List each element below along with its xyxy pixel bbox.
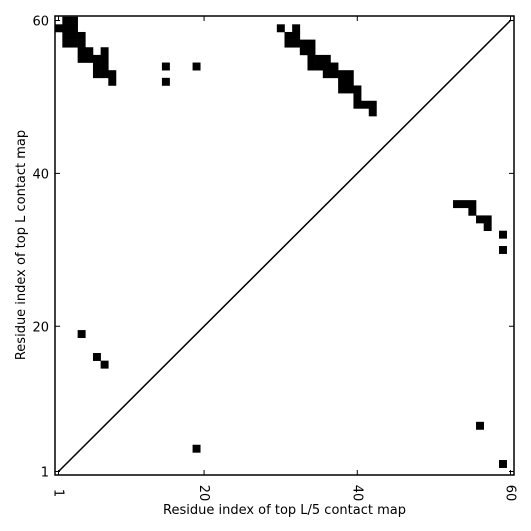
contact-cell	[77, 330, 86, 339]
contact-cell	[69, 24, 78, 33]
contact-cell	[307, 47, 316, 56]
contact-cell	[276, 24, 285, 33]
contact-cell	[468, 200, 477, 209]
contact-cell	[460, 200, 469, 209]
contact-cell	[100, 47, 109, 56]
contact-cell	[92, 70, 101, 79]
contact-cell	[292, 24, 301, 33]
contact-cell	[299, 47, 308, 56]
diagonal-line	[57, 19, 512, 473]
contact-cell	[92, 353, 101, 361]
contact-cell	[483, 215, 492, 224]
contact-cell	[307, 39, 316, 48]
contact-cell	[330, 70, 339, 79]
contact-cell	[315, 62, 324, 71]
contact-cell	[100, 62, 109, 71]
contact-cell	[62, 24, 71, 33]
contact-cell	[192, 62, 201, 71]
y-tick-label: 40	[32, 167, 49, 182]
contact-cell	[453, 200, 461, 209]
y-tick-label: 60	[32, 15, 49, 30]
contact-cell	[284, 39, 293, 48]
contact-cell	[62, 39, 71, 48]
x-tick-label: 20	[196, 485, 211, 502]
contact-cell	[192, 444, 201, 453]
x-tick-label: 40	[349, 485, 364, 502]
contact-cell	[69, 16, 78, 25]
contact-cell	[100, 360, 109, 369]
contact-cell	[77, 39, 86, 48]
x-axis-label: Residue index of top L/5 contact map	[163, 503, 406, 518]
contact-cell	[476, 421, 484, 430]
contact-cell	[322, 54, 331, 63]
contact-cell	[292, 31, 301, 40]
contact-cell	[284, 31, 293, 40]
y-tick-label: 1	[41, 466, 49, 481]
contact-cells	[54, 16, 507, 468]
y-axis-label: Residue index of top L contact map	[14, 130, 29, 360]
contact-cell	[161, 62, 170, 71]
contact-cell	[92, 62, 101, 71]
contact-cell	[85, 54, 94, 63]
contact-cell	[77, 54, 86, 63]
tick-labels: 1 20 40 60 1 20 40 60	[32, 15, 517, 502]
contact-cell	[338, 70, 347, 79]
plot-frame	[54, 15, 515, 476]
x-tick-label: 60	[503, 485, 518, 502]
contact-cell	[353, 100, 362, 109]
contact-cell	[330, 62, 339, 71]
contact-cell	[345, 70, 354, 79]
contact-cell	[100, 70, 109, 79]
contact-cell	[77, 47, 86, 56]
contact-cell	[85, 47, 94, 56]
contact-cell	[161, 77, 170, 86]
contact-cell	[353, 93, 362, 102]
contact-cell	[483, 223, 492, 232]
contact-cell	[299, 39, 308, 48]
contact-cell	[368, 108, 377, 117]
contact-cell	[476, 215, 484, 224]
contact-cell	[345, 77, 354, 86]
contact-cell	[322, 62, 331, 71]
contact-cell	[54, 24, 63, 33]
contact-cell	[69, 39, 78, 48]
contact-cell	[368, 100, 377, 109]
contact-cell	[307, 54, 316, 63]
x-tick-label: 1	[51, 489, 66, 497]
contact-cell	[292, 39, 301, 48]
contact-cell	[499, 460, 507, 468]
contact-cell	[315, 54, 324, 63]
contact-cell	[499, 230, 507, 239]
contact-cell	[322, 70, 331, 79]
contact-cell	[62, 16, 71, 25]
contact-cell	[100, 54, 109, 63]
contact-cell	[77, 31, 86, 40]
contact-cell	[69, 31, 78, 40]
contact-cell	[62, 31, 71, 40]
axis-ticks	[55, 16, 514, 475]
contact-cell	[108, 77, 117, 86]
contact-cell	[338, 77, 347, 86]
contact-cell	[338, 85, 347, 94]
contact-cell	[361, 100, 370, 109]
contact-cell	[345, 85, 354, 94]
y-tick-label: 20	[32, 320, 49, 335]
contact-cell	[92, 54, 101, 63]
contact-cell	[499, 246, 507, 254]
contact-cell	[108, 70, 117, 79]
contact-cell	[353, 85, 362, 94]
contact-cell	[468, 207, 477, 216]
contact-cell	[307, 62, 316, 71]
